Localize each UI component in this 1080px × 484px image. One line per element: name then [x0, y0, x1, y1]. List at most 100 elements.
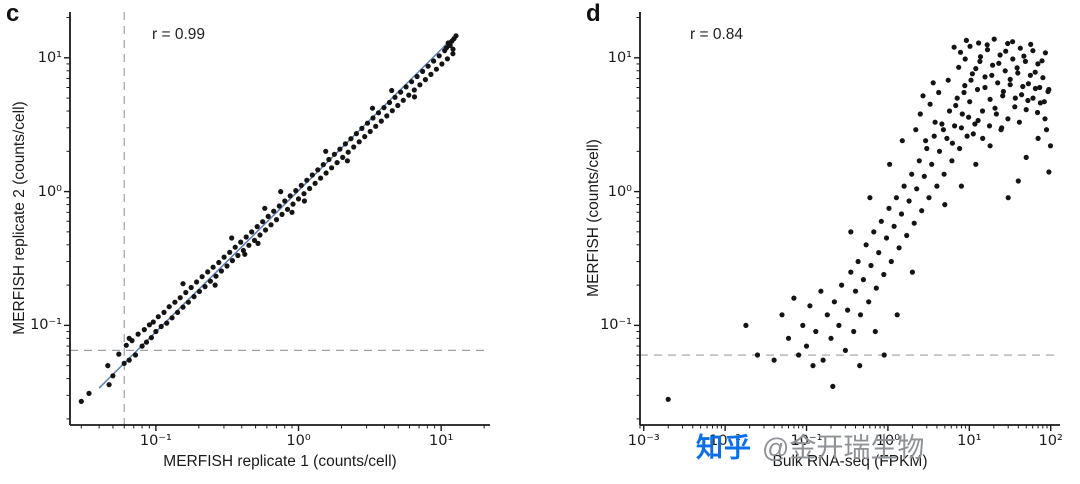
data-point [828, 335, 834, 341]
data-point [956, 64, 962, 70]
data-point [1015, 178, 1021, 184]
data-point [312, 180, 318, 186]
data-point [932, 119, 938, 125]
data-point [318, 175, 324, 181]
data-point [356, 139, 362, 145]
data-point [276, 203, 282, 209]
data-point [936, 89, 942, 96]
data-point [939, 121, 945, 127]
data-point [257, 232, 263, 238]
data-point [986, 123, 993, 129]
data-point [1016, 119, 1022, 125]
data-point [967, 99, 973, 105]
data-point [436, 53, 442, 59]
data-point [153, 328, 159, 335]
data-point [855, 258, 861, 265]
x-tick-label: 10² [1038, 433, 1063, 449]
data-point [340, 154, 346, 160]
data-point [1000, 88, 1006, 95]
data-point [961, 89, 967, 96]
data-point [348, 136, 354, 142]
data-point [968, 77, 974, 83]
data-point [1028, 41, 1034, 48]
data-point [911, 220, 917, 226]
data-point [883, 235, 890, 241]
data-point [1005, 116, 1011, 122]
data-point [886, 205, 892, 211]
data-point [976, 40, 982, 46]
data-point [443, 45, 450, 51]
data-point [917, 111, 923, 117]
data-point [1030, 48, 1036, 54]
scatter-canvas [634, 12, 1060, 431]
data-point [992, 105, 998, 111]
data-point [78, 398, 84, 404]
data-point [779, 312, 785, 318]
data-point [375, 110, 382, 116]
data-point [205, 269, 211, 275]
data-point [993, 111, 999, 117]
data-point [166, 304, 172, 310]
y-tick-label: 10⁰ [37, 183, 62, 200]
data-point [403, 84, 409, 90]
data-point [221, 254, 227, 260]
data-point [803, 343, 810, 349]
data-point [1020, 83, 1026, 90]
data-point [262, 227, 269, 233]
data-point [444, 56, 450, 62]
data-point [977, 58, 983, 64]
data-point [406, 92, 412, 98]
data-point [287, 193, 293, 199]
data-point [1032, 69, 1038, 75]
y-tick-label: 10¹ [37, 49, 62, 66]
data-point [106, 382, 112, 388]
data-point [242, 251, 248, 257]
data-point [320, 162, 326, 168]
data-point [227, 249, 233, 255]
data-point [984, 42, 990, 48]
data-point [425, 63, 431, 69]
data-point [980, 135, 986, 141]
scatter-plot-c: 10⁻¹ 10⁰ 10¹ 10¹ 10⁰ 10⁻¹ [30, 12, 490, 449]
data-point [1040, 75, 1046, 81]
data-point [373, 123, 379, 129]
data-point [743, 322, 749, 328]
data-point [898, 211, 905, 217]
data-point [1022, 58, 1028, 64]
panel-c: c r = 0.99 MERFISH replicate 2 (counts/c… [6, 0, 490, 470]
data-point [194, 279, 200, 285]
data-point [307, 185, 313, 192]
data-point [984, 47, 991, 53]
data-point [439, 61, 445, 67]
data-point [422, 77, 428, 83]
data-point [857, 363, 863, 369]
data-point [229, 258, 235, 264]
data-point [957, 49, 964, 55]
data-point [973, 161, 979, 167]
data-point [934, 183, 940, 189]
data-point [1010, 56, 1016, 62]
data-point [949, 158, 955, 164]
data-point [1037, 100, 1043, 106]
data-point [224, 263, 230, 269]
data-point [665, 396, 671, 402]
data-point [964, 133, 970, 139]
data-point [309, 172, 315, 178]
data-point [820, 357, 826, 363]
data-point [169, 315, 175, 321]
data-point [818, 288, 824, 294]
data-point [342, 141, 348, 147]
x-axis-title-c: MERFISH replicate 1 (counts/cell) [163, 453, 397, 470]
data-point [1017, 45, 1023, 51]
data-point [972, 121, 978, 127]
data-point [135, 331, 141, 337]
data-point [966, 114, 972, 120]
data-point [1041, 99, 1047, 105]
data-point [126, 335, 132, 341]
data-point [995, 80, 1001, 86]
data-point [977, 54, 984, 60]
data-point [1025, 81, 1031, 87]
data-point [958, 183, 964, 189]
data-point [449, 38, 455, 44]
data-point [210, 264, 216, 270]
